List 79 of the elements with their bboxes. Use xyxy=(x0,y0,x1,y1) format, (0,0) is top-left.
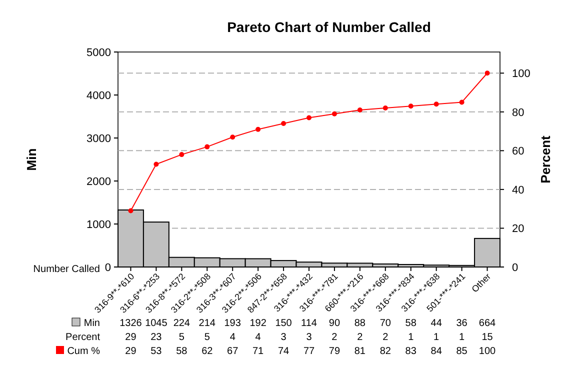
data-label: 664 xyxy=(478,318,496,329)
text: 29 xyxy=(125,332,137,343)
point xyxy=(256,126,261,132)
data-label: 79 xyxy=(328,346,340,357)
data-label: 224 xyxy=(173,318,190,329)
text: 5 xyxy=(178,332,185,343)
point xyxy=(332,111,337,116)
y2-tick-label: 60 xyxy=(512,146,524,158)
data-label: 81 xyxy=(354,346,366,357)
data-label: 84 xyxy=(430,346,442,357)
point xyxy=(230,134,236,140)
point xyxy=(128,208,134,214)
y-tick-label: 0 xyxy=(104,262,111,274)
data-label: 83 xyxy=(405,346,417,357)
text: 4 xyxy=(255,332,262,343)
point xyxy=(484,70,490,76)
data-label: 62 xyxy=(202,346,214,357)
y2-tick-label: 40 xyxy=(512,184,524,196)
chart-title: Pareto Chart of Number Called xyxy=(227,19,431,35)
y2-tick-label: 80 xyxy=(512,106,524,119)
point xyxy=(154,162,159,167)
point xyxy=(306,115,312,120)
y2-axis-title: Percent xyxy=(538,134,553,184)
y-tick-label: 5000 xyxy=(86,46,111,59)
data-label: 1326 xyxy=(120,318,142,329)
data-label: 82 xyxy=(380,346,392,357)
data-label: 53 xyxy=(150,346,162,357)
y-axis-title: Min xyxy=(24,148,39,171)
point xyxy=(382,106,388,111)
text: 2 xyxy=(382,332,389,343)
data-label: 67 xyxy=(227,346,239,357)
x-axis-title: Number Called xyxy=(33,264,100,275)
data-label: 58 xyxy=(176,346,188,357)
y2-tick-label: 100 xyxy=(512,68,530,80)
text: 15 xyxy=(482,332,494,343)
point xyxy=(459,100,464,105)
text: Percent xyxy=(66,332,100,343)
data-label: 88 xyxy=(354,318,366,329)
text: 3 xyxy=(280,332,287,343)
data-label: 71 xyxy=(252,346,264,357)
data-label: 36 xyxy=(456,318,468,329)
data-label: 192 xyxy=(250,318,267,329)
data-label: 44 xyxy=(430,318,442,329)
data-label: 85 xyxy=(456,346,468,357)
text: 3 xyxy=(306,332,312,343)
point xyxy=(204,144,210,150)
text: 5 xyxy=(204,332,210,343)
text: 2 xyxy=(332,332,338,343)
data-label: 193 xyxy=(224,318,242,329)
point xyxy=(357,107,362,112)
point xyxy=(434,102,439,107)
y-tick-label: 3000 xyxy=(86,132,111,145)
y2-tick-label: 20 xyxy=(512,223,524,236)
text: 1 xyxy=(408,332,414,343)
data-label: 150 xyxy=(275,318,292,329)
data-label: 77 xyxy=(303,346,315,357)
point xyxy=(179,152,184,158)
point xyxy=(408,104,414,109)
point xyxy=(281,121,286,126)
data-label: 1045 xyxy=(145,318,168,329)
legend-label: Min xyxy=(84,318,100,329)
data-label: 74 xyxy=(278,346,290,357)
text: 2 xyxy=(357,332,364,343)
text: 1 xyxy=(459,332,466,343)
data-label: 90 xyxy=(328,318,340,329)
data-label: 114 xyxy=(301,318,318,329)
y2-tick-label: 0 xyxy=(512,262,518,274)
legend-label: Cum % xyxy=(67,346,100,357)
text: 1 xyxy=(434,332,440,343)
y-tick-label: 1000 xyxy=(86,218,111,231)
y-tick-label: 2000 xyxy=(86,176,111,188)
text: 23 xyxy=(150,332,162,343)
y-tick-label: 4000 xyxy=(86,90,111,102)
data-label: 214 xyxy=(198,318,216,329)
data-label: 29 xyxy=(125,346,137,357)
data-label: 58 xyxy=(405,318,417,329)
data-label: 100 xyxy=(478,346,496,357)
text: 4 xyxy=(230,332,236,343)
data-label: 70 xyxy=(380,318,392,329)
